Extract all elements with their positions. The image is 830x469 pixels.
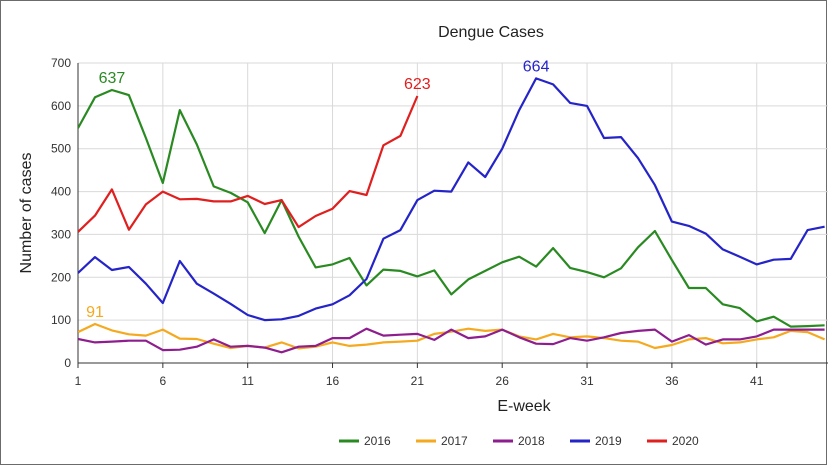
annotation-2019: 664: [523, 58, 550, 75]
annotation-2020: 623: [404, 76, 431, 93]
y-tick-label: 700: [51, 56, 71, 70]
x-tick-label: 16: [326, 374, 340, 388]
legend-label-2019: 2019: [595, 434, 622, 448]
y-tick-label: 100: [51, 313, 71, 327]
series-line-2017: [78, 322, 826, 350]
legend-label-2016: 2016: [364, 434, 391, 448]
grid-lines: [78, 62, 828, 363]
legend-label-2020: 2020: [672, 434, 699, 448]
series-lines: [78, 77, 826, 354]
x-tick-label: 6: [159, 374, 166, 388]
x-tick-label: 11: [241, 374, 254, 388]
annotation-2017: 91: [86, 304, 104, 321]
y-tick-label: 200: [51, 270, 71, 284]
x-tick-label: 26: [496, 374, 510, 388]
x-tick-label: 41: [750, 374, 764, 388]
x-tick-label: 36: [665, 374, 679, 388]
series-line-2016: [78, 88, 825, 328]
y-tick-label: 500: [51, 142, 71, 156]
x-tick-label: 1: [75, 374, 82, 388]
x-axis-label: E-week: [497, 398, 551, 415]
chart-title: Dengue Cases: [438, 24, 544, 41]
x-tick-label: 21: [411, 374, 425, 388]
series-line-2018: [78, 327, 825, 354]
y-tick-label: 400: [51, 185, 71, 199]
y-tick-label: 300: [51, 227, 71, 241]
legend: 2016 2017 2018 2019 2020: [339, 434, 699, 448]
y-axis-label: Number of cases: [18, 153, 35, 274]
series-line-2019: [78, 77, 825, 322]
y-tick-label: 600: [51, 99, 71, 113]
annotation-2016: 637: [99, 70, 126, 87]
legend-label-2018: 2018: [518, 434, 545, 448]
peak-annotations: 637 91 623 664: [86, 58, 550, 321]
series-line-2020: [78, 95, 419, 233]
legend-label-2017: 2017: [441, 434, 468, 448]
y-tick-label: 0: [64, 356, 71, 370]
x-tick-label: 31: [580, 374, 594, 388]
